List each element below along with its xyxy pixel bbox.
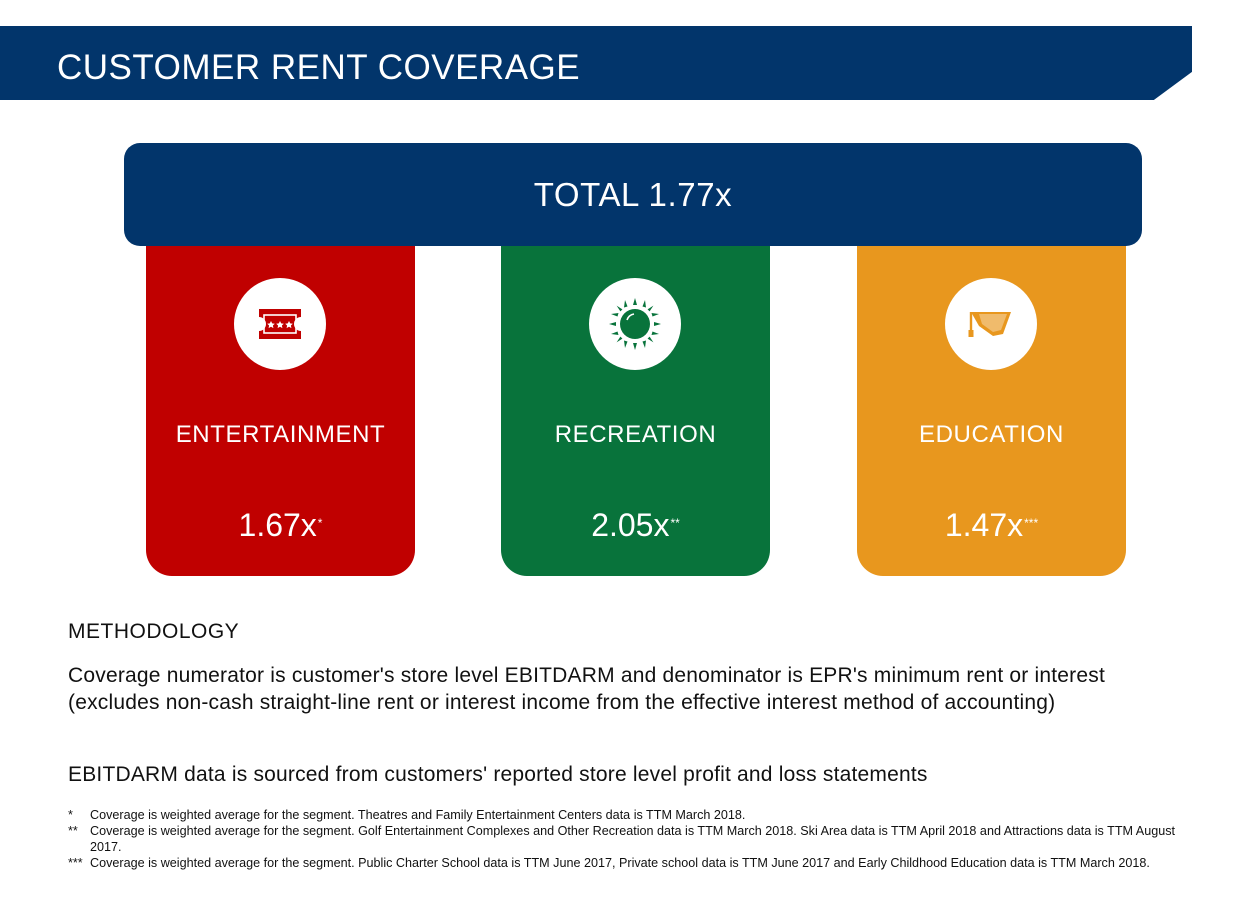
methodology-paragraph: Coverage numerator is customer's store l… [68,664,1105,714]
methodology-paragraph: EBITDARM data is sourced from customers'… [68,763,928,786]
footnote-text: Coverage is weighted average for the seg… [90,824,1176,854]
segment-label: EDUCATION [919,421,1064,448]
footnote-mark: ** [68,824,78,838]
coverage-value: 1.67x [238,507,317,543]
segment-card-education: EDUCATION 1.47x*** [857,210,1126,576]
footnote-text: Coverage is weighted average for the seg… [90,856,1150,870]
segment-card-entertainment: ENTERTAINMENT 1.67x* [146,210,415,576]
segment-card-recreation: RECREATION 2.05x** [501,210,770,576]
footnote: * Coverage is weighted average for the s… [68,807,1208,823]
footnote-mark: * [68,808,73,822]
total-coverage-bar: TOTAL 1.77x [124,143,1142,246]
graduation-cap-icon [945,278,1037,370]
segment-label: RECREATION [554,421,717,448]
footnotes: * Coverage is weighted average for the s… [68,807,1208,871]
total-coverage-label: TOTAL 1.77x [533,175,733,213]
footnote-mark: *** [68,856,83,870]
footnote-mark: ** [670,516,680,530]
methodology-heading: METHODOLOGY [68,620,240,643]
sun-icon [589,278,681,370]
coverage-value: 1.47x [944,507,1024,543]
footnote: *** Coverage is weighted average for the… [68,855,1208,871]
footnote: ** Coverage is weighted average for the … [68,823,1208,855]
ticket-icon [234,278,326,370]
page-title: CUSTOMER RENT COVERAGE [57,48,581,87]
coverage-value: 2.05x [591,507,670,543]
footnote-mark: *** [1024,516,1039,530]
segment-label: ENTERTAINMENT [175,421,386,448]
footnote-text: Coverage is weighted average for the seg… [90,808,746,822]
segment-value: 1.47x*** [857,506,1126,544]
header-band: CUSTOMER RENT COVERAGE [0,26,1192,100]
footnote-mark: * [317,516,323,530]
segment-value: 1.67x* [146,506,415,544]
segment-value: 2.05x** [501,506,770,544]
